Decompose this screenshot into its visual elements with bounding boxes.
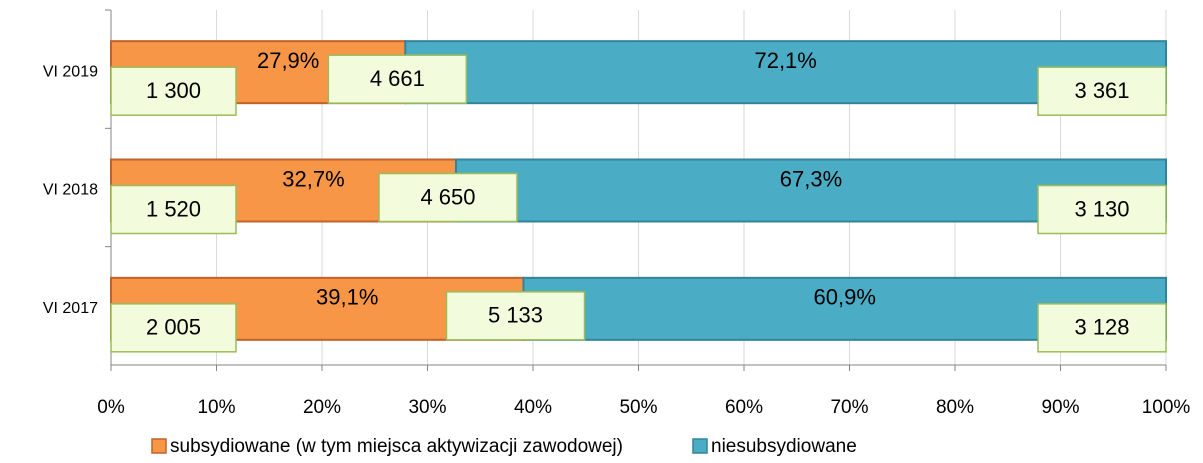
count-box-label: 1 300 <box>146 78 201 103</box>
value-label: 27,9% <box>257 48 319 73</box>
count-box <box>110 66 237 116</box>
total-box-label: 4 661 <box>370 66 425 91</box>
x-tick-label: 30% <box>408 397 446 418</box>
total-box <box>327 54 468 104</box>
x-tick-label: 80% <box>936 397 974 418</box>
value-label: 60,9% <box>814 285 876 310</box>
value-label: 72,1% <box>754 48 816 73</box>
legend-swatch <box>151 438 167 454</box>
value-label: 67,3% <box>780 166 842 191</box>
value-label: 32,7% <box>282 166 344 191</box>
total-box <box>378 172 518 223</box>
x-tick-label: 100% <box>1142 397 1191 418</box>
x-tick-label: 50% <box>619 397 657 418</box>
x-tick-label: 60% <box>725 397 763 418</box>
x-tick-label: 90% <box>1041 397 1079 418</box>
count-box-label: 2 005 <box>146 315 201 340</box>
y-tick-label: VI 2018 <box>43 182 98 199</box>
x-tick-label: 10% <box>197 397 235 418</box>
count-box-label: 3 130 <box>1074 196 1129 221</box>
count-box-label: 1 520 <box>146 196 201 221</box>
value-label: 39,1% <box>316 285 378 310</box>
count-box <box>1037 303 1167 353</box>
total-box-label: 4 650 <box>420 184 475 209</box>
x-tick-label: 0% <box>97 397 125 418</box>
count-box <box>110 303 237 353</box>
legend-label: niesubsydiowane <box>711 436 857 457</box>
y-tick-label: VI 2019 <box>43 63 98 80</box>
y-tick-label: VI 2017 <box>43 300 98 317</box>
count-box <box>110 184 237 235</box>
count-box-label: 3 128 <box>1074 315 1129 340</box>
count-box-label: 3 361 <box>1074 78 1129 103</box>
x-tick-label: 70% <box>830 397 868 418</box>
count-box <box>1037 66 1167 116</box>
x-tick-label: 40% <box>514 397 552 418</box>
legend-swatch <box>692 438 708 454</box>
total-box-label: 5 133 <box>488 303 543 328</box>
x-tick-label: 20% <box>303 397 341 418</box>
legend-label: subsydiowane (w tym miejsca aktywizacji … <box>170 436 623 457</box>
count-box <box>1037 184 1167 235</box>
total-box <box>445 291 586 341</box>
